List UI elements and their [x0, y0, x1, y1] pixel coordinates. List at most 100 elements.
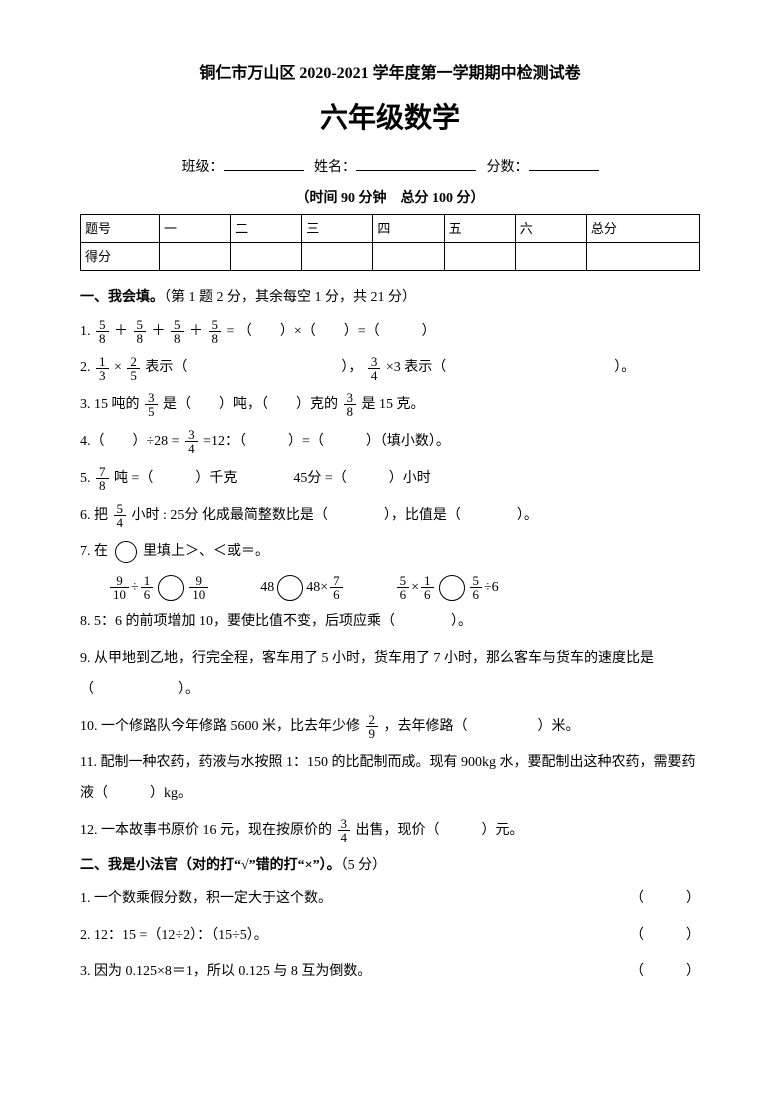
fraction: 34	[185, 428, 198, 455]
fraction: 16	[421, 574, 434, 601]
class-label: 班级：	[182, 160, 224, 175]
cell[interactable]	[444, 242, 515, 270]
compare-circle-icon	[115, 541, 137, 563]
compare-item: 56 × 16 56 ÷6	[395, 574, 499, 601]
fraction: 38	[344, 391, 357, 418]
q9: 9. 从甲地到乙地，行完全程，客车用了 5 小时，货车用了 7 小时，那么客车与…	[80, 644, 700, 706]
section-2-title: 二、我是小法官（对的打“√”错的打“×”）。	[80, 858, 341, 873]
tf-q3-text: 3. 因为 0.125×8＝1，所以 0.125 与 8 互为倒数。	[80, 957, 371, 988]
section-1: 一、我会填。（第 1 题 2 分，其余每空 1 分，共 21 分）	[80, 285, 700, 310]
q10: 10. 一个修路队今年修路 5600 米，比去年少修 29 ，去年修路（ ）米。	[80, 712, 700, 743]
cell: 六	[515, 214, 586, 242]
cell: 二	[231, 214, 302, 242]
q2: 2. 13 × 25 表示（ ）， 34 ×3 表示（ ）。	[80, 353, 700, 384]
q1: 1. 58 ＋ 58 ＋ 58 ＋ 58 = （ ）×（ ）=（ ）	[80, 317, 700, 348]
fraction: 29	[366, 713, 379, 740]
q12-b: 出售，现价（ ）元。	[356, 823, 524, 838]
timing-line: （时间 90 分钟 总分 100 分）	[80, 186, 700, 211]
compare-circle-icon[interactable]	[158, 575, 184, 601]
score-label: 分数：	[487, 160, 529, 175]
fraction: 58	[134, 318, 147, 345]
q5-b: 吨 =（ ）千克 45分 =（ ）小时	[114, 471, 431, 486]
cell[interactable]	[160, 242, 231, 270]
q4-b: =12：（ ）=（ ）（填小数）。	[203, 434, 450, 449]
name-label: 姓名：	[314, 160, 356, 175]
cell[interactable]	[302, 242, 373, 270]
table-row: 题号 一 二 三 四 五 六 总分	[81, 214, 700, 242]
section-2-note: （5 分）	[341, 858, 387, 873]
fraction: 13	[96, 355, 109, 382]
q6: 6. 把 54 小时 : 25分 化成最简整数比是（ ），比值是（ ）。	[80, 501, 700, 532]
fraction: 54	[114, 502, 127, 529]
tf-q3: 3. 因为 0.125×8＝1，所以 0.125 与 8 互为倒数。 （ ）	[80, 957, 700, 988]
cell[interactable]	[515, 242, 586, 270]
compare-item: 48 48× 76	[260, 574, 344, 601]
tf-q2: 2. 12：15 =（12÷2）：（15÷5）。 （ ）	[80, 921, 700, 952]
q8: 8. 5：6 的前项增加 10，要使比值不变，后项应乘（ ）。	[80, 607, 700, 638]
fraction: 56	[397, 574, 410, 601]
compare-item: 910 ÷ 16 910	[108, 574, 210, 601]
fraction: 910	[189, 574, 208, 601]
q2-prefix: 2.	[80, 360, 94, 375]
q11: 11. 配制一种农药，药液与水按照 1：150 的比配制而成。现有 900kg …	[80, 748, 700, 810]
fraction: 58	[96, 318, 109, 345]
cell[interactable]	[586, 242, 699, 270]
header-small-title: 铜仁市万山区 2020-2021 学年度第一学期期中检测试卷	[80, 60, 700, 89]
cell[interactable]	[373, 242, 444, 270]
q2-b: ×3 表示（ ）。	[386, 360, 635, 375]
cell: 三	[302, 214, 373, 242]
q7-compare-row: 910 ÷ 16 910 48 48× 76 56 × 16 56 ÷6	[108, 574, 700, 601]
q4-a: 4.（ ）÷28 =	[80, 434, 183, 449]
fraction: 58	[171, 318, 184, 345]
cell: 一	[160, 214, 231, 242]
header-big-title: 六年级数学	[80, 93, 700, 143]
q6-b: 小时 : 25分 化成最简整数比是（ ），比值是（ ）。	[132, 508, 538, 523]
cell: 四	[373, 214, 444, 242]
cell: 题号	[81, 214, 160, 242]
fraction: 76	[330, 574, 343, 601]
table-row: 得分	[81, 242, 700, 270]
name-blank[interactable]	[356, 156, 476, 171]
section-1-title: 一、我会填。	[80, 290, 164, 305]
fraction: 910	[110, 574, 129, 601]
tf-paren[interactable]: （ ）	[630, 884, 700, 915]
section-1-note: （第 1 题 2 分，其余每空 1 分，共 21 分）	[164, 290, 416, 305]
q3-b: 是（ ）吨，（ ）克的	[163, 397, 342, 412]
q12: 12. 一本故事书原价 16 元，现在按原价的 34 出售，现价（ ）元。	[80, 816, 700, 847]
cell: 五	[444, 214, 515, 242]
tf-q2-text: 2. 12：15 =（12÷2）：（15÷5）。	[80, 921, 268, 952]
q6-a: 6. 把	[80, 508, 112, 523]
q5-a: 5.	[80, 471, 94, 486]
student-info-line: 班级： 姓名： 分数：	[80, 155, 700, 180]
fraction: 34	[368, 355, 381, 382]
q4: 4.（ ）÷28 = 34 =12：（ ）=（ ）（填小数）。	[80, 427, 700, 458]
tf-paren[interactable]: （ ）	[630, 921, 700, 952]
cell: 总分	[586, 214, 699, 242]
fraction: 34	[338, 817, 351, 844]
compare-circle-icon[interactable]	[277, 575, 303, 601]
tf-q1-text: 1. 一个数乘假分数，积一定大于这个数。	[80, 884, 332, 915]
q2-a: 表示（ ），	[145, 360, 362, 375]
fraction: 25	[127, 355, 140, 382]
section-2: 二、我是小法官（对的打“√”错的打“×”）。（5 分）	[80, 853, 700, 878]
q7-a: 7. 在	[80, 544, 108, 559]
q3-c: 是 15 克。	[362, 397, 425, 412]
q12-a: 12. 一本故事书原价 16 元，现在按原价的	[80, 823, 336, 838]
cell: 得分	[81, 242, 160, 270]
q7: 7. 在 里填上＞、＜或＝。	[80, 537, 700, 568]
q1-tail: = （ ）×（ ）=（ ）	[227, 324, 436, 339]
q7-b: 里填上＞、＜或＝。	[143, 544, 269, 559]
compare-circle-icon[interactable]	[439, 575, 465, 601]
fraction: 78	[96, 465, 109, 492]
q10-b: ，去年修路（ ）米。	[384, 719, 580, 734]
class-blank[interactable]	[224, 156, 304, 171]
tf-paren[interactable]: （ ）	[630, 957, 700, 988]
fraction: 35	[145, 391, 158, 418]
score-blank[interactable]	[529, 156, 599, 171]
cell[interactable]	[231, 242, 302, 270]
q10-a: 10. 一个修路队今年修路 5600 米，比去年少修	[80, 719, 364, 734]
q1-prefix: 1.	[80, 324, 94, 339]
fraction: 56	[470, 574, 483, 601]
q3: 3. 15 吨的 35 是（ ）吨，（ ）克的 38 是 15 克。	[80, 390, 700, 421]
score-table: 题号 一 二 三 四 五 六 总分 得分	[80, 214, 700, 272]
